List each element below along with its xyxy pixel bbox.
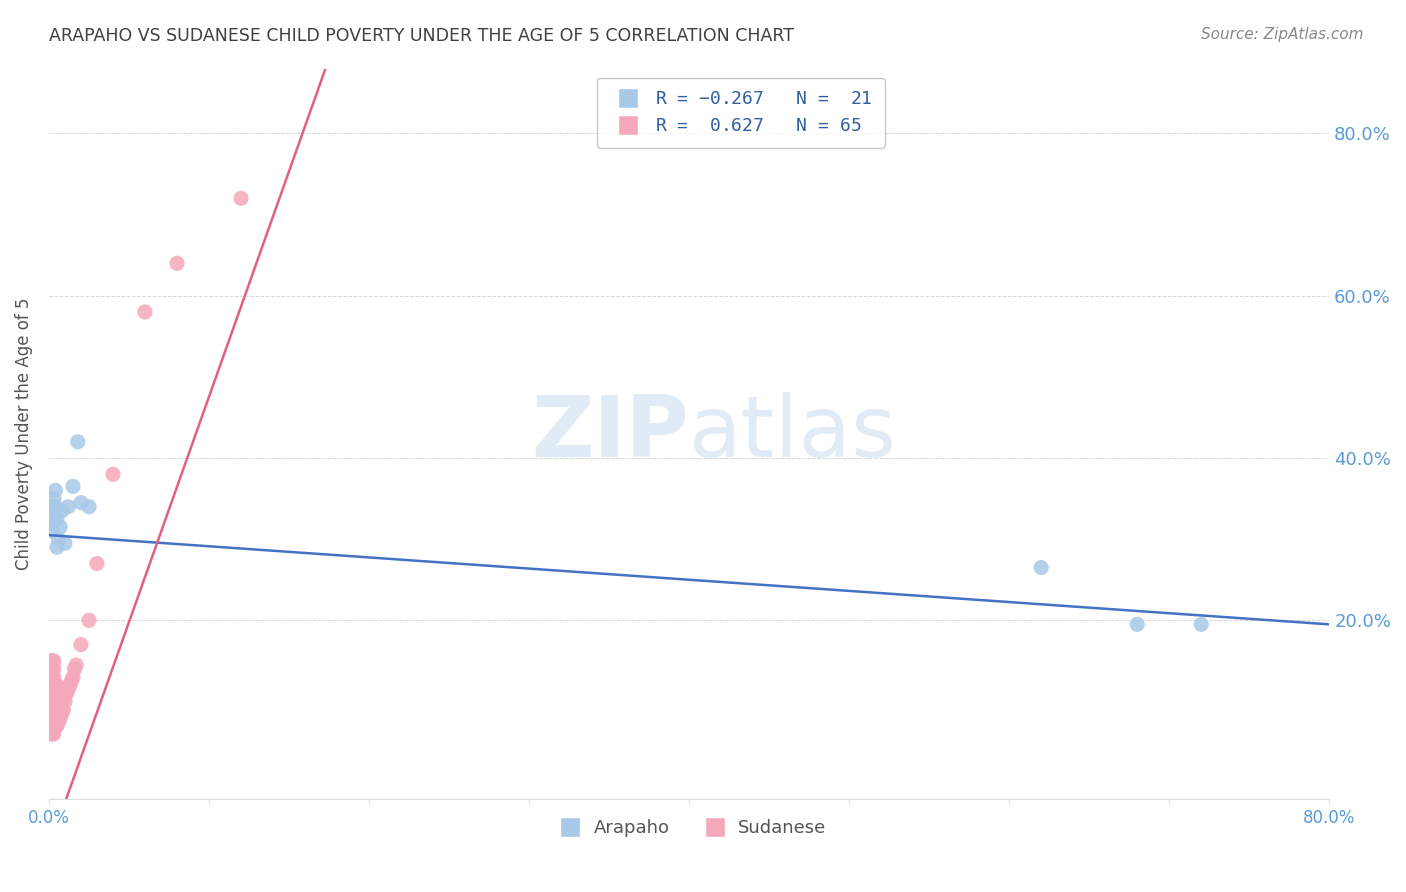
Y-axis label: Child Poverty Under the Age of 5: Child Poverty Under the Age of 5 — [15, 297, 32, 570]
Point — [42, 727, 65, 741]
Point — [42, 694, 65, 708]
Point — [42, 662, 65, 676]
Point — [46, 512, 69, 526]
Point — [53, 536, 76, 550]
Point — [42, 702, 65, 716]
Point — [39, 654, 62, 668]
Point — [41, 702, 63, 716]
Point — [101, 467, 124, 482]
Point — [39, 719, 62, 733]
Point — [1031, 560, 1053, 574]
Point — [62, 670, 84, 684]
Point — [39, 670, 62, 684]
Point — [39, 686, 62, 700]
Point — [39, 678, 62, 692]
Point — [51, 504, 73, 518]
Point — [86, 557, 108, 571]
Text: Source: ZipAtlas.com: Source: ZipAtlas.com — [1201, 27, 1364, 42]
Point — [44, 694, 66, 708]
Point — [63, 662, 86, 676]
Point — [48, 694, 70, 708]
Point — [42, 654, 65, 668]
Point — [52, 702, 75, 716]
Point — [39, 516, 62, 530]
Point — [46, 702, 69, 716]
Point — [41, 727, 63, 741]
Point — [41, 654, 63, 668]
Legend: Arapaho, Sudanese: Arapaho, Sudanese — [544, 812, 834, 845]
Point — [229, 191, 252, 205]
Point — [49, 520, 72, 534]
Point — [41, 662, 63, 676]
Point — [39, 711, 62, 725]
Point — [53, 694, 76, 708]
Point — [46, 711, 69, 725]
Point — [42, 491, 65, 506]
Point — [59, 678, 82, 692]
Point — [46, 541, 69, 555]
Point — [39, 702, 62, 716]
Point — [41, 686, 63, 700]
Point — [44, 483, 66, 498]
Point — [44, 500, 66, 514]
Point — [70, 638, 93, 652]
Point — [49, 711, 72, 725]
Point — [41, 678, 63, 692]
Point — [39, 694, 62, 708]
Point — [166, 256, 188, 270]
Point — [46, 719, 69, 733]
Point — [55, 686, 77, 700]
Point — [56, 500, 79, 514]
Point — [41, 694, 63, 708]
Point — [46, 694, 69, 708]
Point — [44, 719, 66, 733]
Point — [41, 711, 63, 725]
Point — [48, 706, 70, 721]
Text: ARAPAHO VS SUDANESE CHILD POVERTY UNDER THE AGE OF 5 CORRELATION CHART: ARAPAHO VS SUDANESE CHILD POVERTY UNDER … — [49, 27, 794, 45]
Point — [49, 698, 72, 713]
Point — [42, 686, 65, 700]
Point — [62, 479, 84, 493]
Point — [1126, 617, 1149, 632]
Text: ZIP: ZIP — [531, 392, 689, 475]
Point — [134, 305, 156, 319]
Point — [41, 719, 63, 733]
Point — [39, 662, 62, 676]
Point — [49, 686, 72, 700]
Point — [52, 690, 75, 705]
Point — [51, 706, 73, 721]
Point — [46, 678, 69, 692]
Point — [77, 613, 100, 627]
Point — [65, 657, 87, 672]
Point — [41, 524, 63, 538]
Text: atlas: atlas — [689, 392, 897, 475]
Point — [1189, 617, 1212, 632]
Point — [44, 711, 66, 725]
Point — [48, 714, 70, 729]
Point — [42, 711, 65, 725]
Point — [42, 678, 65, 692]
Point — [66, 434, 89, 449]
Point — [44, 702, 66, 716]
Point — [48, 532, 70, 546]
Point — [44, 678, 66, 692]
Point — [42, 512, 65, 526]
Point — [39, 727, 62, 741]
Point — [42, 670, 65, 684]
Point — [60, 674, 83, 689]
Point — [56, 682, 79, 697]
Point — [77, 500, 100, 514]
Point — [41, 500, 63, 514]
Point — [70, 496, 93, 510]
Point — [51, 694, 73, 708]
Point — [42, 719, 65, 733]
Point — [41, 670, 63, 684]
